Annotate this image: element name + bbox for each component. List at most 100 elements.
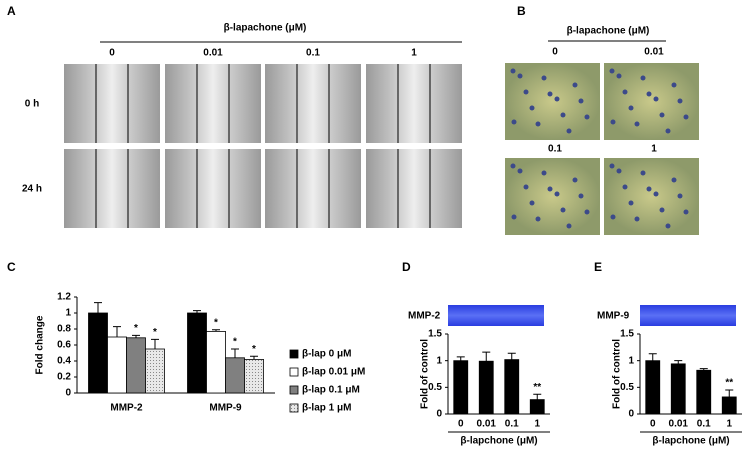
bar [88,312,108,394]
micrograph [165,149,261,228]
gel-label: MMP-2 [408,311,441,322]
y-tick-label: 0.5 [428,382,442,393]
error-bar [132,334,140,338]
y-axis-label: Fold of control [420,339,431,409]
y-tick-label: 0 [628,409,634,420]
cell [646,91,652,97]
significance: * [134,323,138,334]
cell [634,216,640,222]
legend-swatch [289,385,299,395]
cell [560,207,566,213]
micrograph [64,149,160,228]
panel-label: B [517,4,526,18]
column-label: 1 [651,144,657,155]
cell [628,200,634,206]
cell [610,214,616,220]
gel-label: MMP-9 [597,311,630,322]
y-tick-label: 1.5 [620,329,634,340]
cell [511,214,517,220]
error-bar [725,389,734,397]
cell [554,96,560,102]
bar [670,363,686,415]
error-bar [113,326,121,337]
cell [547,91,553,97]
cell [541,170,547,176]
y-tick-label: 1 [65,308,71,319]
cell [628,105,634,111]
column-label: 0.01 [203,48,223,59]
y-tick-label: 0.2 [57,372,71,383]
cell [510,163,516,169]
bar [244,358,264,394]
bar [126,337,146,394]
panel-title: β-lapachone (μM) [224,23,307,34]
cell [609,163,615,169]
x-tick-label: 0 [458,419,464,430]
cell [653,96,659,102]
cell [578,193,584,199]
error-bar [674,360,683,364]
cell [671,177,677,183]
error-bar [507,352,516,360]
y-tick-label: 0.8 [57,324,71,335]
y-tick-label: 0 [436,409,442,420]
micrograph [366,149,462,228]
error-bar [250,355,258,360]
cell [609,68,615,74]
panel-title: β-lapachone (μM) [567,26,650,37]
x-tick-label: 0 [650,419,656,430]
gel-image [448,305,544,326]
error-bar [456,356,465,361]
cell [529,200,535,206]
bar [225,357,245,394]
cell [683,114,689,120]
micrograph [265,149,361,228]
cell [554,191,560,197]
cell [665,128,671,134]
cell [535,121,541,127]
cell [677,193,683,199]
column-label: 1 [411,48,417,59]
bar [478,360,494,415]
micrograph [165,64,261,143]
legend-swatch [289,367,299,377]
error-bar [533,393,542,400]
row-label: 24 h [22,184,42,195]
cell [610,119,616,125]
significance: * [214,317,218,328]
column-label: 0 [552,47,558,58]
cell [560,112,566,118]
error-bar [482,351,491,362]
significance: ** [725,378,733,389]
bar [187,312,207,394]
y-tick-label: 0.6 [57,340,71,351]
cell [646,186,652,192]
bar [645,360,661,415]
x-tick-label: 0.1 [697,419,711,430]
cell [572,177,578,183]
cell [578,98,584,104]
cell [622,89,628,95]
error-bar [699,368,708,371]
bar [721,396,737,415]
y-axis-label: Fold change [35,315,46,374]
column-label: 0.1 [548,144,562,155]
micrograph [265,64,361,143]
cell [523,89,529,95]
panel-label: A [7,4,16,18]
cell [566,128,572,134]
y-tick-label: 1 [628,355,634,366]
significance: ** [533,382,541,393]
cell [535,216,541,222]
y-tick-label: 1.5 [428,329,442,340]
cell [665,223,671,229]
cell [584,209,590,215]
cell [616,73,622,79]
micrograph [64,64,160,143]
legend-label: β-lap 0.1 μM [302,385,360,396]
x-tick-label: 1 [534,419,540,430]
cell [659,112,665,118]
row-label: 0 h [25,99,39,110]
column-label: 0.1 [306,48,320,59]
